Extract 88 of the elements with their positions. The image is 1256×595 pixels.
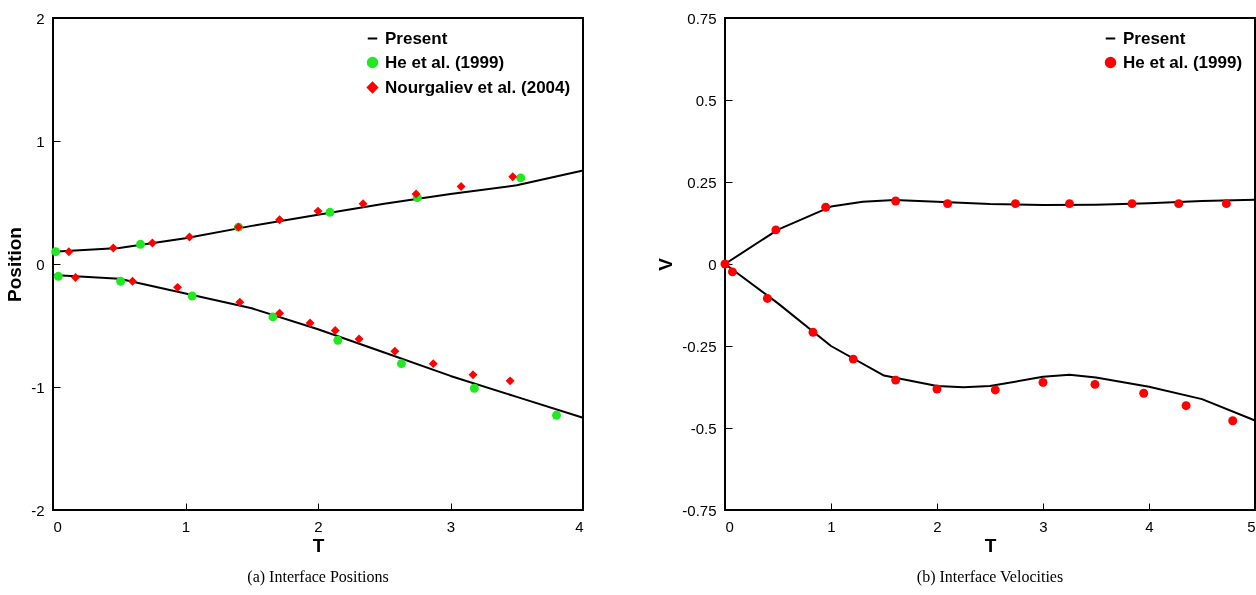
x-tick-label: 0 [53, 517, 62, 535]
y-tick-label: 2 [36, 9, 45, 27]
point [762, 293, 772, 303]
legend-label: He et al. (1999) [1123, 52, 1243, 72]
point [390, 346, 400, 356]
x-tick-label: 1 [181, 517, 191, 535]
y-tick-label: 0.75 [687, 9, 717, 27]
point [469, 383, 479, 393]
point [1127, 199, 1137, 209]
legend-label: Present [385, 28, 448, 48]
point [173, 282, 183, 292]
y-tick-label: -1 [31, 378, 45, 396]
point [1065, 199, 1074, 209]
y-tick-label: 0 [708, 255, 717, 273]
point [354, 334, 364, 344]
point [1139, 388, 1149, 398]
point [505, 376, 515, 386]
point [891, 196, 901, 206]
point [1221, 199, 1231, 209]
y-tick-label: 1 [36, 132, 45, 150]
x-axis-title: T [984, 534, 997, 556]
point [51, 247, 61, 257]
point [185, 232, 194, 242]
point [891, 375, 901, 385]
point [771, 225, 781, 235]
point [333, 335, 343, 345]
y-axis-title: V [655, 257, 677, 271]
point [1010, 199, 1020, 209]
x-tick-label: 2 [933, 517, 942, 535]
y-axis-title: Position [4, 227, 26, 302]
legend-label: He et al. (1999) [385, 52, 505, 72]
y-tick-label: 0.25 [687, 173, 717, 191]
y-tick-label: -2 [31, 501, 45, 519]
point [305, 318, 315, 328]
point [821, 202, 831, 212]
point [147, 238, 157, 248]
point [552, 410, 561, 420]
point [325, 207, 335, 217]
point [456, 182, 466, 191]
point [943, 199, 953, 209]
y-tick-label: -0.75 [682, 501, 717, 519]
point [1181, 401, 1191, 411]
point [135, 239, 145, 249]
point [411, 189, 421, 199]
point [358, 199, 368, 209]
point [187, 291, 197, 301]
point [235, 297, 245, 307]
y-tick-label: -0.5 [690, 419, 717, 437]
x-tick-label: 3 [446, 517, 456, 535]
x-tick-label: 5 [1247, 517, 1256, 535]
x-tick-label: 2 [314, 517, 323, 535]
legend-label: Nourgaliev et al. (2004) [385, 77, 571, 97]
point [397, 359, 406, 369]
point [468, 370, 478, 380]
point [128, 276, 137, 286]
point [1090, 379, 1100, 389]
point [330, 325, 340, 335]
y-tick-label: -0.25 [682, 337, 717, 355]
point [275, 308, 285, 318]
y-tick-label: 0.5 [695, 91, 717, 109]
point [1228, 416, 1238, 426]
text: (a) Interface Positions [247, 568, 389, 586]
y-tick-label: 0 [36, 255, 45, 273]
x-tick-label: 4 [575, 517, 584, 535]
x-axis-title: T [312, 534, 325, 556]
point [848, 354, 858, 364]
legend-label: Present [1123, 28, 1186, 48]
point [313, 206, 323, 216]
x-tick-label: 4 [1145, 517, 1154, 535]
text: (b) Interface Velocities [916, 568, 1064, 586]
x-tick-label: 1 [827, 517, 836, 535]
point [508, 172, 518, 182]
point [990, 385, 1000, 395]
point [275, 215, 285, 225]
point [516, 173, 526, 183]
point [116, 276, 126, 286]
point [932, 384, 942, 394]
point [268, 312, 278, 322]
point [428, 359, 438, 369]
x-tick-label: 3 [1039, 517, 1048, 535]
point [53, 271, 63, 281]
point [808, 327, 818, 337]
point [71, 273, 80, 282]
point [1038, 377, 1048, 387]
point [64, 247, 74, 257]
point [108, 243, 118, 253]
x-tick-label: 0 [725, 517, 734, 535]
point [1174, 199, 1184, 209]
